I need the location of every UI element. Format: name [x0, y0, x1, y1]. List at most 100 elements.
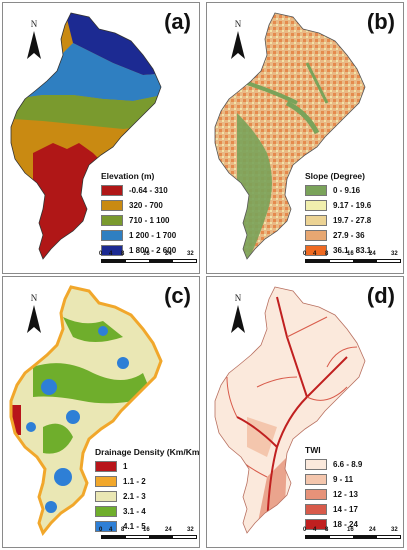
scale-tick-label: 24 [165, 527, 172, 533]
legend-label: 9.17 - 19.6 [333, 201, 372, 210]
north-arrow-icon: N [227, 293, 249, 339]
scale-bar: 0 4 8 16 24 32 Km [99, 251, 200, 271]
scale-bar-graphic [101, 535, 197, 539]
legend-swatch [101, 230, 123, 241]
legend-title: Slope (Degree) [305, 171, 365, 181]
legend-label: 14 - 17 [333, 505, 358, 514]
legend-label: 1 [123, 462, 128, 471]
north-arrow-icon: N [23, 293, 45, 339]
legend-item: 27.9 - 36 [305, 228, 401, 243]
scale-tick-label: 0 [303, 251, 307, 257]
scale-tick-label: 4 [109, 527, 113, 533]
legend-swatch [95, 476, 117, 487]
legend-swatch [305, 230, 327, 241]
legend-label: 320 - 700 [129, 201, 163, 210]
scale-tick-label: 8 [121, 527, 125, 533]
legend-item: 12 - 13 [305, 487, 401, 502]
drainage-density-map-panel: N (c) Drainage Density (Km/Km²) 1 1.1 - … [2, 276, 200, 548]
legend-item: 2.1 - 3 [95, 489, 199, 504]
legend-item: -0.64 - 310 [101, 183, 197, 198]
scale-units: Km [199, 537, 200, 543]
legend-item: 1.1 - 2 [95, 474, 199, 489]
scale-units: Km [403, 537, 404, 543]
north-label: N [30, 19, 38, 29]
scale-tick-label: 0 [99, 527, 103, 533]
legend-swatch [305, 489, 327, 500]
legend-title: Elevation (m) [101, 171, 155, 181]
scale-tick-label: 16 [347, 527, 354, 533]
legend-item: 1 800 - 2 600 [101, 243, 197, 258]
legend-label: 0 - 9.16 [333, 186, 361, 195]
scale-tick-label: 32 [187, 251, 194, 257]
legend-item: 710 - 1 100 [101, 213, 197, 228]
legend-item: 9 - 11 [305, 472, 401, 487]
legend-swatch [305, 185, 327, 196]
scale-tick-label: 0 [303, 527, 307, 533]
scale-tick-label: 24 [165, 251, 172, 257]
scale-bar: 0 4 8 16 24 32 Km [99, 527, 200, 547]
legend-label: 36.1 - 83.1 [333, 246, 372, 255]
legend-swatch [305, 245, 327, 256]
legend-label: 1 800 - 2 600 [129, 246, 177, 255]
legend: Elevation (m) -0.64 - 310 320 - 700 710 … [101, 171, 197, 258]
legend-item: 14 - 17 [305, 502, 401, 517]
legend-item: 0 - 9.16 [305, 183, 401, 198]
scale-tick-label: 32 [391, 251, 398, 257]
legend-label: 9 - 11 [333, 475, 354, 484]
scale-units: Km [199, 261, 200, 267]
scale-bar-graphic [101, 259, 197, 263]
legend-label: 4.1 - 5 [123, 522, 146, 531]
scale-tick-label: 0 [99, 251, 103, 257]
scale-units: Km [403, 261, 404, 267]
scale-tick-label: 16 [143, 251, 150, 257]
legend-label: 2.1 - 3 [123, 492, 146, 501]
legend-label: 710 - 1 100 [129, 216, 170, 225]
legend-item: 19.7 - 27.8 [305, 213, 401, 228]
north-arrow-icon: N [23, 19, 45, 65]
panel-label: (a) [164, 9, 191, 34]
scale-tick-label: 24 [369, 527, 376, 533]
legend-label: 18 - 24 [333, 520, 358, 529]
north-label: N [234, 293, 242, 303]
legend-swatch [95, 521, 117, 532]
legend-label: -0.64 - 310 [129, 186, 168, 195]
legend-swatch [305, 504, 327, 515]
scale-tick-label: 32 [187, 527, 194, 533]
legend-item: 36.1 - 83.1 [305, 243, 401, 258]
north-label: N [234, 19, 242, 29]
legend-item: 3.1 - 4 [95, 504, 199, 519]
scale-tick-label: 24 [369, 251, 376, 257]
legend: TWI 6.6 - 8.9 9 - 11 12 - 13 14 - 17 18 … [305, 445, 401, 532]
legend-swatch [95, 506, 117, 517]
legend-swatch [305, 519, 327, 530]
scale-tick-label: 4 [313, 251, 317, 257]
scale-tick-label: 4 [313, 527, 317, 533]
legend-label: 3.1 - 4 [123, 507, 146, 516]
legend-swatch [305, 459, 327, 470]
legend-item: 1 [95, 459, 199, 474]
scale-tick-label: 4 [109, 251, 113, 257]
legend-title: TWI [305, 445, 321, 455]
scale-bar-graphic [305, 259, 401, 263]
legend-swatch [305, 200, 327, 211]
legend-label: 1 200 - 1 700 [129, 231, 177, 240]
legend-swatch [101, 185, 123, 196]
legend-label: 12 - 13 [333, 490, 358, 499]
legend-title: Drainage Density (Km/Km²) [95, 447, 200, 457]
legend-item: 18 - 24 [305, 517, 401, 532]
legend-swatch [95, 461, 117, 472]
panel-label: (b) [366, 9, 395, 34]
panel-label: (c) [164, 283, 191, 308]
scale-bar: 0 4 8 16 24 32 Km [303, 527, 404, 547]
elevation-map-panel: N (a) Elevation (m) -0.64 - 310 320 - 70… [2, 2, 200, 274]
legend-label: 1.1 - 2 [123, 477, 146, 486]
twi-map-panel: N (d) TWI 6.6 - 8.9 9 - 11 12 - 13 14 - … [206, 276, 404, 548]
legend-swatch [305, 474, 327, 485]
scale-tick-label: 8 [325, 527, 329, 533]
north-label: N [30, 293, 38, 303]
scale-tick-label: 16 [143, 527, 150, 533]
slope-map-panel: N (b) Slope (Degree) 0 - 9.16 9.17 - 19.… [206, 2, 404, 274]
legend-item: 4.1 - 5 [95, 519, 199, 534]
north-arrow-icon: N [227, 19, 249, 65]
legend: Slope (Degree) 0 - 9.16 9.17 - 19.6 19.7… [305, 171, 401, 258]
